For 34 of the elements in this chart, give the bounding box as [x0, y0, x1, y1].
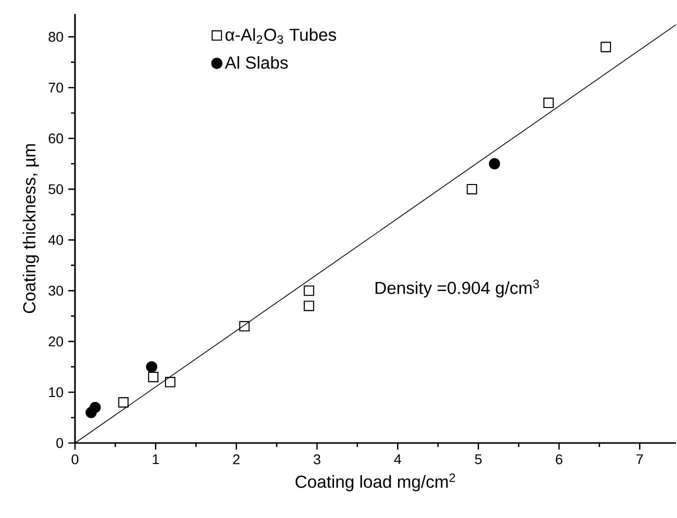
point: [90, 402, 101, 414]
x-tick-label: 2: [233, 454, 240, 464]
y-tick-label: 20: [48, 336, 64, 346]
point: [466, 184, 478, 194]
point: [600, 42, 612, 52]
y-tick-label: 10: [49, 387, 64, 398]
annotation: Density =0.904 g/cm$^{3}$: [376, 280, 539, 298]
point: [118, 397, 129, 408]
y-tick-label: 70: [48, 82, 64, 93]
point: [304, 285, 314, 296]
x-tick-label: 4: [394, 454, 402, 464]
y-tick-label: 0: [56, 438, 64, 448]
y-tick-label: 30: [48, 286, 64, 296]
y-tick-label: 60: [48, 133, 64, 144]
point: [239, 321, 250, 332]
point: [146, 361, 158, 372]
point: [165, 376, 176, 388]
point: [543, 98, 554, 108]
x-axis-title: Coating load mg/cm$^{2}$: [296, 473, 455, 492]
y-tick-label: 50: [48, 184, 64, 194]
point: [304, 300, 314, 312]
x-tick-label: 5: [475, 454, 482, 464]
y-axis-title: Coating thickness, µm: [22, 144, 39, 314]
legend-label: Al Slabs: [224, 56, 288, 69]
y-tick-label: 40: [48, 234, 64, 245]
point: [488, 158, 500, 170]
x-tick-label: 7: [636, 454, 643, 464]
x-tick-label: 3: [314, 454, 320, 464]
legend-label: α-Al$_{2}$O$_{3}$ Tubes: [226, 28, 336, 44]
point: [148, 372, 158, 382]
x-tick-label: 0: [72, 454, 78, 464]
x-tick-label: 1: [152, 454, 159, 464]
x-tick-label: 6: [556, 454, 562, 464]
y-tick-label: 80: [48, 32, 64, 42]
